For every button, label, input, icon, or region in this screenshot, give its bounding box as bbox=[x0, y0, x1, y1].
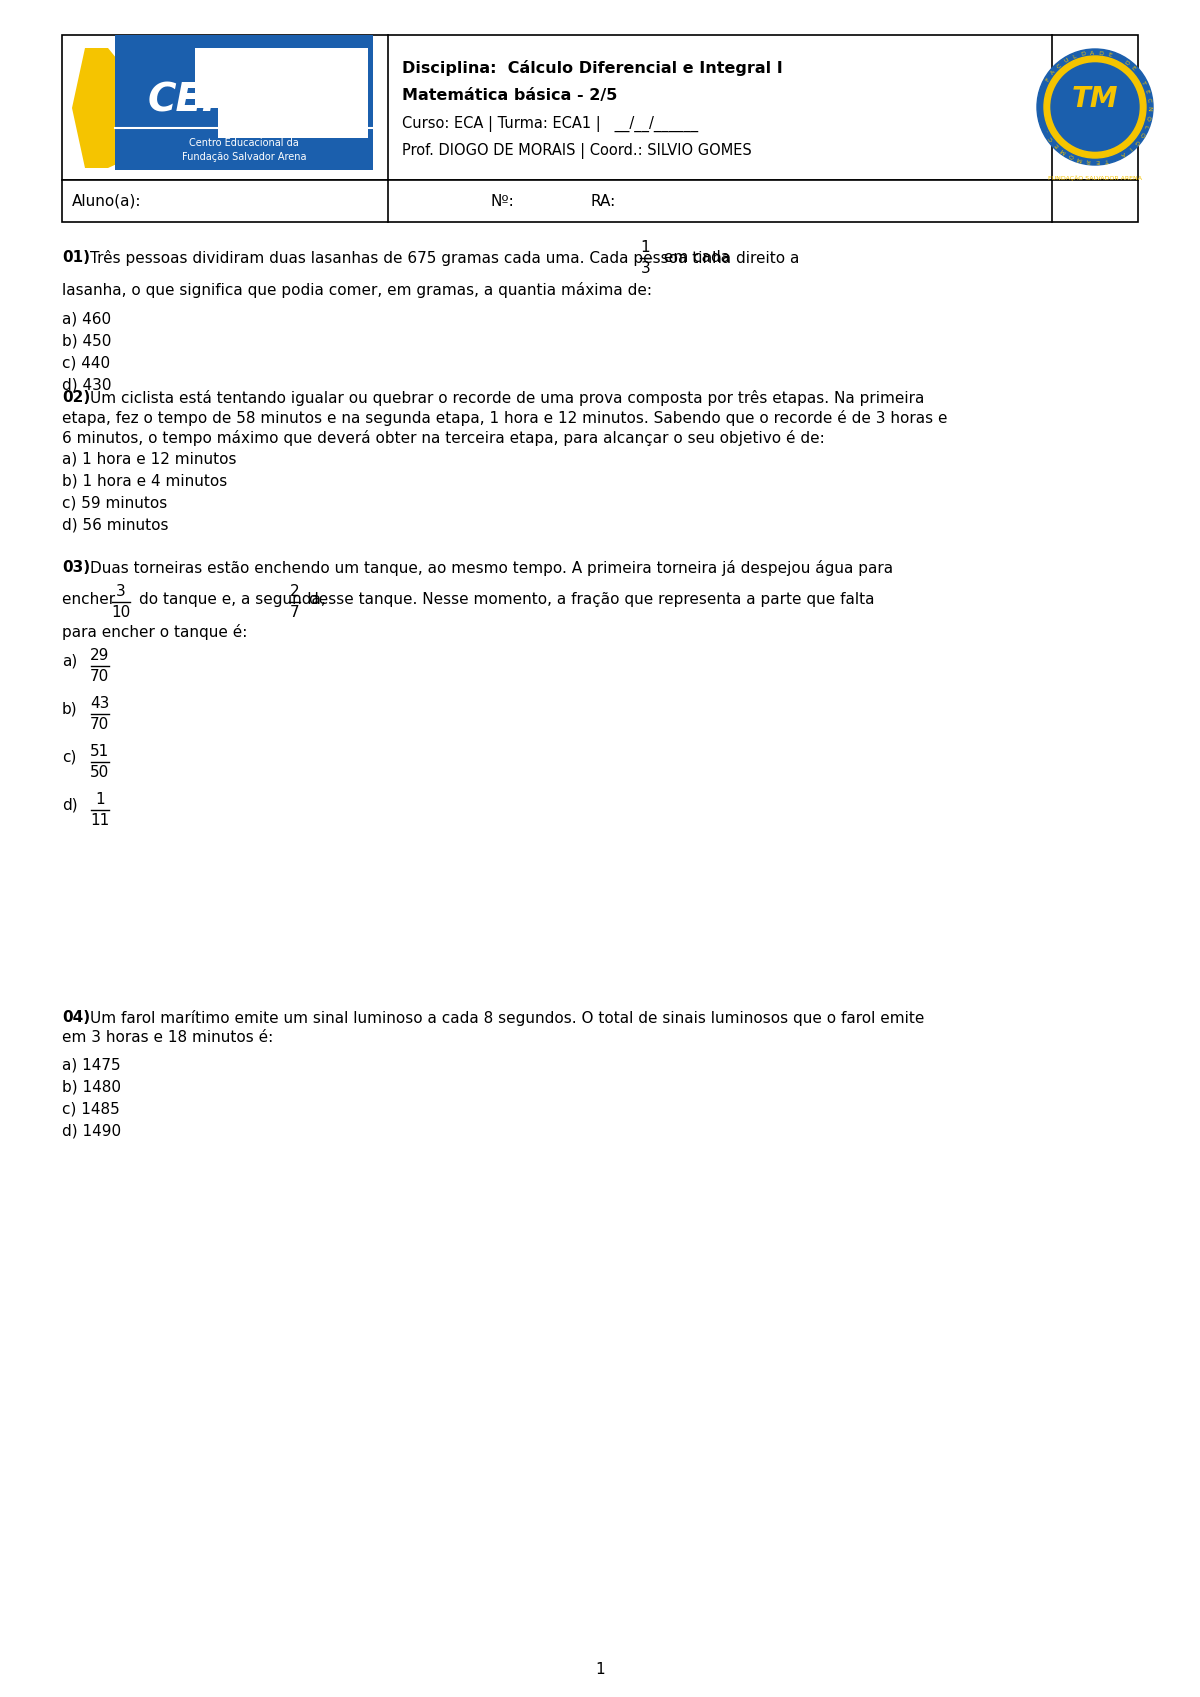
Text: 10: 10 bbox=[112, 606, 131, 619]
Text: RA:: RA: bbox=[590, 193, 616, 209]
Text: A: A bbox=[1050, 70, 1057, 76]
Text: 3: 3 bbox=[641, 261, 650, 277]
Text: 1: 1 bbox=[595, 1663, 605, 1678]
Text: CEFSA: CEFSA bbox=[148, 81, 288, 119]
Text: F: F bbox=[1045, 76, 1051, 83]
Text: C: C bbox=[1048, 136, 1055, 141]
Text: d) 56 minutos: d) 56 minutos bbox=[62, 518, 168, 533]
Text: Fundação Salvador Arena: Fundação Salvador Arena bbox=[181, 153, 306, 161]
Circle shape bbox=[1044, 56, 1146, 158]
Text: d) 430: d) 430 bbox=[62, 378, 112, 394]
Text: 11: 11 bbox=[90, 813, 109, 828]
Polygon shape bbox=[194, 48, 368, 137]
Text: C: C bbox=[1146, 97, 1151, 102]
Text: b) 1480: b) 1480 bbox=[62, 1079, 121, 1095]
Text: c): c) bbox=[62, 750, 77, 765]
Text: Matemática básica - 2/5: Matemática básica - 2/5 bbox=[402, 88, 617, 104]
Text: T: T bbox=[1104, 156, 1109, 163]
Text: c) 59 minutos: c) 59 minutos bbox=[62, 496, 167, 511]
Text: U: U bbox=[1063, 58, 1070, 64]
Text: C: C bbox=[1056, 63, 1063, 70]
Text: 03): 03) bbox=[62, 560, 90, 575]
Text: 6 minutos, o tempo máximo que deverá obter na terceira etapa, para alcançar o se: 6 minutos, o tempo máximo que deverá obt… bbox=[62, 429, 824, 446]
Text: D: D bbox=[1098, 51, 1104, 56]
Bar bbox=[62, 180, 1138, 222]
Text: 29: 29 bbox=[90, 648, 109, 664]
Text: Três pessoas dividiram duas lasanhas de 675 gramas cada uma. Cada pessoa tinha d: Três pessoas dividiram duas lasanhas de … bbox=[90, 249, 804, 266]
Circle shape bbox=[1051, 63, 1139, 151]
Text: 7: 7 bbox=[290, 606, 300, 619]
Text: E: E bbox=[1054, 143, 1060, 148]
Text: Aluno(a):: Aluno(a): bbox=[72, 193, 142, 209]
Text: N: N bbox=[1146, 107, 1152, 112]
Text: O: O bbox=[1138, 131, 1145, 137]
Text: 04): 04) bbox=[62, 1010, 90, 1025]
Text: Duas torneiras estão enchendo um tanque, ao mesmo tempo. A primeira torneira já : Duas torneiras estão enchendo um tanque,… bbox=[90, 560, 893, 575]
Text: T: T bbox=[1140, 80, 1146, 87]
Text: D: D bbox=[1122, 59, 1129, 66]
Text: L: L bbox=[1142, 124, 1148, 129]
Text: em cada: em cada bbox=[659, 249, 731, 265]
Text: b) 450: b) 450 bbox=[62, 334, 112, 350]
Text: 3: 3 bbox=[116, 584, 126, 599]
Text: a) 1475: a) 1475 bbox=[62, 1057, 121, 1073]
Text: M: M bbox=[1076, 156, 1082, 161]
Text: E: E bbox=[1144, 88, 1150, 93]
Text: TM: TM bbox=[1072, 85, 1118, 114]
Text: E: E bbox=[1129, 66, 1136, 71]
Text: b): b) bbox=[62, 703, 78, 718]
Text: E: E bbox=[1108, 53, 1112, 58]
Text: etapa, fez o tempo de 58 minutos e na segunda etapa, 1 hora e 12 minutos. Sabend: etapa, fez o tempo de 58 minutos e na se… bbox=[62, 411, 948, 426]
Text: em 3 horas e 18 minutos é:: em 3 horas e 18 minutos é: bbox=[62, 1030, 274, 1045]
Circle shape bbox=[1037, 49, 1153, 165]
Text: para encher o tanque é:: para encher o tanque é: bbox=[62, 624, 247, 640]
Text: c) 1485: c) 1485 bbox=[62, 1101, 120, 1117]
Text: 2: 2 bbox=[290, 584, 300, 599]
Text: R: R bbox=[1086, 158, 1091, 163]
Text: 51: 51 bbox=[90, 743, 109, 759]
Text: d): d) bbox=[62, 798, 78, 813]
Text: b) 1 hora e 4 minutos: b) 1 hora e 4 minutos bbox=[62, 473, 227, 489]
Text: D: D bbox=[1080, 51, 1086, 58]
Text: 50: 50 bbox=[90, 765, 109, 781]
Polygon shape bbox=[72, 48, 130, 168]
Text: Um farol marítimo emite um sinal luminoso a cada 8 segundos. O total de sinais l: Um farol marítimo emite um sinal luminos… bbox=[90, 1010, 924, 1027]
Text: A: A bbox=[1090, 51, 1094, 56]
Text: desse tanque. Nesse momento, a fração que representa a parte que falta: desse tanque. Nesse momento, a fração qu… bbox=[308, 592, 874, 608]
Text: Nº:: Nº: bbox=[490, 193, 514, 209]
Text: 01): 01) bbox=[62, 249, 90, 265]
Bar bbox=[115, 36, 373, 170]
Text: d) 1490: d) 1490 bbox=[62, 1123, 121, 1139]
Text: 02): 02) bbox=[62, 390, 90, 406]
Text: .: . bbox=[1044, 129, 1049, 132]
Text: Centro Educacional da: Centro Educacional da bbox=[190, 137, 299, 148]
Text: L: L bbox=[1073, 54, 1078, 59]
Text: A: A bbox=[1120, 149, 1126, 156]
Text: 70: 70 bbox=[90, 669, 109, 684]
Text: 1: 1 bbox=[641, 239, 650, 255]
Text: 43: 43 bbox=[90, 696, 109, 711]
Bar bbox=[62, 36, 1138, 180]
Text: do tanque e, a segunda,: do tanque e, a segunda, bbox=[139, 592, 331, 608]
Text: a) 1 hora e 12 minutos: a) 1 hora e 12 minutos bbox=[62, 451, 236, 467]
Text: c) 440: c) 440 bbox=[62, 356, 110, 372]
Text: 70: 70 bbox=[90, 718, 109, 731]
Text: FUNDAÇÃO SALVADOR ARENA: FUNDAÇÃO SALVADOR ARENA bbox=[1048, 175, 1142, 182]
Text: Disciplina:  Cálculo Diferencial e Integral I: Disciplina: Cálculo Diferencial e Integr… bbox=[402, 59, 782, 76]
Text: Curso: ECA | Turma: ECA1 |   __/__/______: Curso: ECA | Turma: ECA1 | __/__/______ bbox=[402, 115, 698, 132]
Text: O: O bbox=[1145, 115, 1151, 120]
Text: E: E bbox=[1096, 158, 1099, 163]
Text: M: M bbox=[1060, 148, 1067, 154]
Text: lasanha, o que significa que podia comer, em gramas, a quantia máxima de:: lasanha, o que significa que podia comer… bbox=[62, 282, 652, 299]
Text: a) 460: a) 460 bbox=[62, 312, 112, 328]
Text: I: I bbox=[1128, 146, 1133, 151]
Text: Prof. DIOGO DE MORAIS | Coord.: SILVIO GOMES: Prof. DIOGO DE MORAIS | Coord.: SILVIO G… bbox=[402, 143, 751, 160]
Text: 1: 1 bbox=[95, 792, 104, 808]
Text: O: O bbox=[1068, 153, 1075, 160]
Text: G: G bbox=[1133, 137, 1140, 146]
Text: Um ciclista está tentando igualar ou quebrar o recorde de uma prova composta por: Um ciclista está tentando igualar ou que… bbox=[90, 390, 924, 406]
Text: a): a) bbox=[62, 653, 77, 669]
Text: encher: encher bbox=[62, 592, 120, 608]
